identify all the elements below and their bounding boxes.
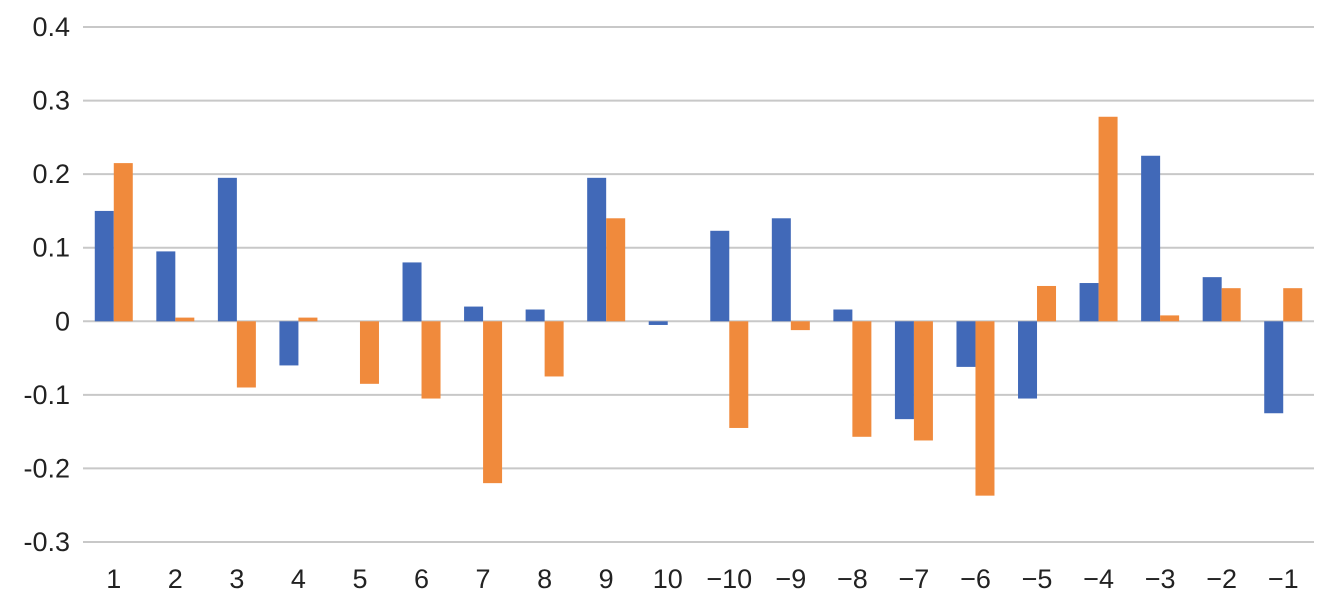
x-tick-label: −5 — [1022, 564, 1053, 594]
bar-series-2 — [421, 321, 441, 399]
bar-series-2 — [790, 321, 810, 331]
x-tick-label: 7 — [476, 564, 491, 594]
bar-series-1 — [94, 210, 114, 322]
y-axis-ticks: 0.4 0.3 0.2 0.1 0 -0.1 -0.2 -0.3 — [23, 12, 70, 557]
y-tick-label: 0 — [55, 306, 70, 336]
x-tick-label: 10 — [653, 564, 683, 594]
bar-series-1 — [1264, 321, 1284, 414]
bar-series-2 — [359, 321, 379, 384]
bar-series-1 — [833, 309, 853, 322]
bar-series-2 — [1221, 288, 1241, 322]
bar-series-2 — [975, 321, 995, 496]
bar-series-2 — [913, 321, 933, 441]
bar-series-1 — [217, 177, 237, 322]
x-tick-label: 4 — [291, 564, 306, 594]
y-tick-label: 0.1 — [32, 233, 70, 263]
bar-series-1 — [1202, 277, 1222, 322]
bars — [94, 116, 1303, 496]
bar-series-1 — [402, 262, 422, 322]
gridlines — [83, 26, 1314, 543]
x-tick-label: −6 — [960, 564, 991, 594]
x-tick-label: −3 — [1145, 564, 1176, 594]
x-tick-label: 3 — [229, 564, 244, 594]
x-tick-label: 1 — [106, 564, 121, 594]
bar-series-2 — [606, 218, 626, 322]
x-tick-label: 5 — [352, 564, 367, 594]
bar-series-2 — [1098, 116, 1118, 322]
y-tick-label: -0.3 — [23, 527, 70, 557]
bar-series-1 — [156, 251, 176, 322]
x-tick-label: 9 — [599, 564, 614, 594]
x-tick-label: −2 — [1206, 564, 1237, 594]
bar-series-2 — [298, 317, 318, 322]
x-tick-label: −4 — [1083, 564, 1114, 594]
x-tick-label: 2 — [168, 564, 183, 594]
y-tick-label: 0.4 — [32, 12, 70, 42]
y-tick-label: 0.2 — [32, 159, 70, 189]
bar-series-1 — [956, 321, 976, 367]
x-tick-label: −8 — [837, 564, 868, 594]
bar-series-2 — [236, 321, 256, 388]
x-tick-label: −9 — [775, 564, 806, 594]
y-tick-label: -0.1 — [23, 380, 70, 410]
bar-series-1 — [464, 306, 484, 322]
x-tick-label: 8 — [537, 564, 552, 594]
bar-series-2 — [175, 317, 195, 322]
y-tick-label: 0.3 — [32, 86, 70, 116]
bar-series-2 — [729, 321, 749, 428]
bar-series-2 — [852, 321, 872, 437]
x-tick-label: 6 — [414, 564, 429, 594]
bar-series-2 — [113, 163, 133, 322]
bar-series-1 — [279, 321, 299, 366]
bar-series-1 — [1018, 321, 1038, 399]
x-tick-label: −7 — [899, 564, 930, 594]
bar-series-1 — [587, 177, 607, 322]
x-tick-label: −1 — [1268, 564, 1299, 594]
y-tick-label: -0.2 — [23, 453, 70, 483]
bar-series-1 — [710, 230, 730, 322]
bar-series-1 — [525, 309, 545, 322]
bar-series-2 — [483, 321, 503, 484]
bar-series-2 — [1283, 288, 1303, 322]
bar-series-2 — [544, 321, 564, 377]
bar-series-1 — [648, 321, 668, 325]
bar-series-1 — [1079, 283, 1099, 322]
bar-series-1 — [771, 218, 791, 322]
bar-series-2 — [1037, 285, 1057, 322]
bar-series-1 — [1141, 155, 1161, 322]
bar-series-2 — [1160, 315, 1180, 322]
x-tick-label: −10 — [706, 564, 752, 594]
x-axis-ticks: 1 2 3 4 5 6 7 8 9 10 −10 −9 −8 −7 −6 −5 −4 −3 −2 −1 — [106, 564, 1298, 594]
bar-series-1 — [894, 321, 914, 420]
